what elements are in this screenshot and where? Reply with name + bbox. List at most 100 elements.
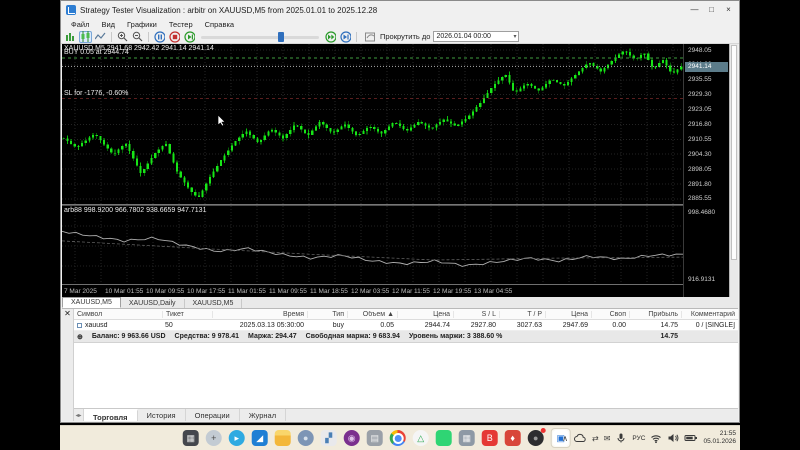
tray-wifi-icon[interactable] (650, 432, 662, 444)
menu-tester[interactable]: Тестер (168, 20, 193, 29)
chart-scrollbar[interactable] (729, 44, 738, 297)
screenshot-app-icon[interactable]: ▦ (182, 430, 199, 446)
time-axis-label: 11 Mar 01:55 (228, 288, 266, 295)
strategy-tester-window: Strategy Tester Visualization : arbitr o… (60, 0, 740, 423)
panel-tab-strip: ◂▸ Торговля История Операции Журнал (74, 408, 738, 422)
notes-icon[interactable] (435, 430, 452, 446)
tray-cloud-icon[interactable] (573, 432, 587, 444)
speed-slider[interactable] (201, 31, 319, 42)
expand-icon[interactable]: ⊕ (77, 333, 83, 341)
tab-trade[interactable]: Торговля (84, 409, 138, 422)
tray-volume-icon[interactable] (667, 432, 679, 444)
media-red-icon[interactable]: ♦ (504, 430, 521, 446)
menu-file[interactable]: Файл (71, 20, 90, 29)
main-plot[interactable]: XAUUSD,M5 2941.68 2942.42 2941.14 2941.1… (62, 44, 683, 297)
chart-tab-xauusd-m5-2[interactable]: XAUUSD,M5 (185, 299, 243, 308)
slider-thumb[interactable] (277, 31, 284, 42)
line-chart-icon[interactable] (94, 31, 107, 43)
stats-app-icon[interactable]: ▞ (320, 430, 337, 446)
scrollbar-thumb[interactable] (731, 45, 737, 261)
media-player-icon[interactable]: ◉ (343, 430, 360, 446)
menu-help[interactable]: Справка (204, 20, 235, 29)
free-margin-value: Свободная маржа: 9 683.94 (305, 333, 400, 340)
chrome-icon[interactable] (389, 430, 406, 446)
tray-language[interactable]: РУС (632, 434, 646, 442)
zoom-in-icon[interactable] (116, 31, 129, 43)
anydesk-icon[interactable]: △ (412, 430, 429, 446)
tray-battery-icon[interactable] (684, 432, 698, 444)
fast-forward-icon[interactable] (324, 30, 337, 43)
balance-value: Баланс: 9 963.66 USD (91, 333, 166, 340)
calendar-dropdown-icon[interactable]: ▾ (513, 34, 517, 40)
tab-history[interactable]: История (138, 409, 186, 421)
time-axis-label: 11 Mar 09:55 (269, 288, 307, 295)
table-row[interactable]: xauusd 50 2025.03.13 05:30:00 buy 0.05 2… (74, 320, 738, 331)
time-axis-label: 12 Mar 11:55 (392, 288, 430, 295)
bitrix-icon[interactable]: B (481, 430, 498, 446)
database-icon[interactable]: ▤ (366, 430, 383, 446)
col-symbol[interactable]: Символ (77, 310, 103, 318)
col-tp[interactable]: T / P (499, 310, 545, 318)
calculator-icon[interactable]: ▦ (458, 430, 475, 446)
col-swap[interactable]: Своп (591, 310, 629, 318)
tray-sync-icon[interactable]: ⇄ (592, 433, 599, 443)
col-price-cur[interactable]: Цена (545, 310, 591, 318)
time-axis-label: 11 Mar 18:55 (310, 288, 348, 295)
col-volume[interactable]: Объем ▲ (347, 310, 397, 318)
stop-icon[interactable] (168, 30, 181, 43)
tester-bottom-panel: XAUUSD,M5 XAUUSD,Daily XAUUSD,M5 ✕ Симво… (62, 297, 738, 422)
col-price-open[interactable]: Цена (397, 310, 453, 318)
current-price-box: 2941.14 (685, 61, 728, 72)
price-tick: 2885.55 (688, 195, 712, 203)
time-axis-label: 10 Mar 09:55 (146, 288, 185, 295)
tray-mic-icon[interactable] (615, 432, 627, 444)
position-type-icon (77, 322, 82, 328)
record-app-icon[interactable]: ● (527, 428, 546, 446)
chart-tab-xauusd-m5[interactable]: XAUUSD,M5 (62, 297, 121, 308)
tray-chevron-up-icon[interactable]: ∧ (562, 433, 569, 443)
bar-chart-icon[interactable] (64, 31, 77, 43)
scroll-chart-icon (365, 32, 375, 41)
col-type[interactable]: Тип (307, 310, 347, 318)
col-comment[interactable]: Комментарий (681, 310, 738, 318)
tray-mail-icon[interactable]: ✉ (603, 433, 611, 443)
pin-tool-icon[interactable]: + (205, 430, 222, 446)
tab-scroll-left-icon[interactable]: ◂▸ (74, 409, 84, 421)
col-profit[interactable]: Прибыль (629, 310, 681, 318)
close-button[interactable]: × (726, 5, 731, 14)
tab-operations[interactable]: Операции (186, 409, 240, 421)
price-tick: 2923.05 (688, 106, 712, 114)
price-tick: 2891.80 (688, 180, 712, 188)
explorer-folder-icon[interactable] (274, 430, 291, 446)
zoom-out-icon[interactable] (131, 31, 144, 43)
pane-divider[interactable] (62, 204, 683, 206)
skip-to-end-icon[interactable] (339, 30, 352, 43)
tab-journal[interactable]: Журнал (240, 409, 287, 421)
time-axis-label: 13 Mar 04:55 (474, 288, 513, 295)
terminal-app-icon[interactable]: ▣ (552, 430, 569, 446)
minimize-button[interactable]: — (690, 5, 699, 14)
maximize-button[interactable]: □ (709, 5, 714, 14)
scroll-date-input[interactable]: 2026.01.04 00:00 ▾ (433, 31, 520, 42)
clock-date: 05.01.2026 (703, 438, 736, 445)
col-ticket[interactable]: Тикет (162, 310, 212, 318)
price-pane (62, 44, 683, 204)
equity-value: Средства: 9 978.41 (174, 333, 240, 340)
taskbar-clock[interactable]: 21:55 05.01.2026 (703, 430, 736, 446)
toolbar-separator (111, 31, 112, 42)
time-axis: 7 Mar 2025 10 Mar 01:55 10 Mar 09:55 10 Mar… (62, 284, 683, 297)
chart-tab-xauusd-daily[interactable]: XAUUSD,Daily (121, 299, 185, 308)
col-sl[interactable]: S / L (453, 310, 499, 318)
panel-close-icon[interactable]: ✕ (64, 309, 71, 318)
time-axis-label: 10 Mar 01:55 (105, 288, 144, 295)
menu-view[interactable]: Вид (101, 20, 116, 29)
skip-icon[interactable] (183, 30, 196, 43)
messenger-icon[interactable]: ● (297, 430, 314, 446)
menu-charts[interactable]: Графики (127, 20, 157, 29)
pause-icon[interactable] (153, 30, 166, 43)
vscode-icon[interactable]: ◢ (251, 430, 268, 446)
candlestick-chart-icon[interactable] (79, 30, 92, 43)
col-time[interactable]: Время (212, 310, 307, 318)
telegram-icon[interactable]: ▸ (228, 430, 245, 446)
window-title: Strategy Tester Visualization : arbitr o… (80, 5, 378, 15)
